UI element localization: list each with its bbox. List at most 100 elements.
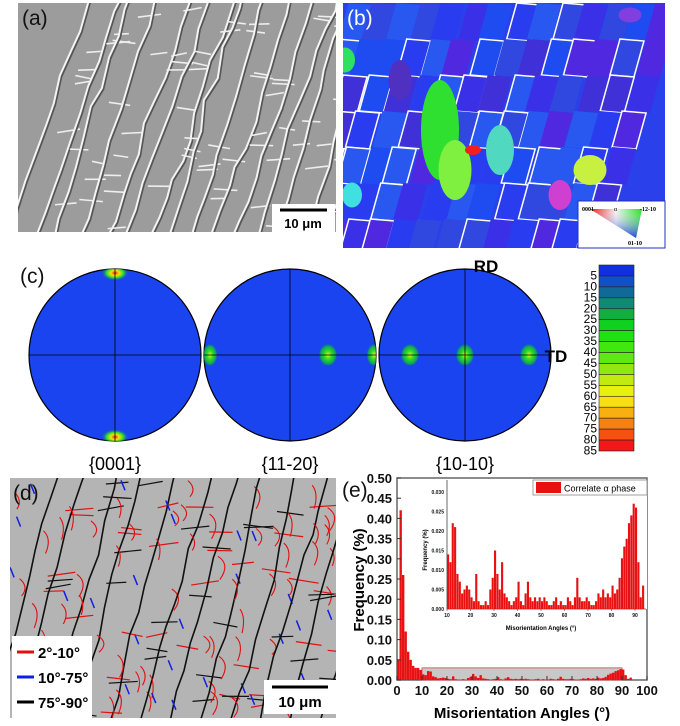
grain-boundary-shadow <box>234 3 315 232</box>
histogram-bar <box>622 669 625 680</box>
low-angle-boundary <box>115 545 121 567</box>
grain-boundary-shadow <box>55 3 130 232</box>
grain <box>372 111 407 149</box>
low-angle-boundary <box>218 655 226 680</box>
boundary-segment <box>276 510 304 516</box>
mid-angle-boundary <box>202 676 209 688</box>
histogram-bar <box>604 676 607 680</box>
boundary-segment <box>310 595 336 602</box>
grain-boundary <box>292 142 311 147</box>
low-angle-boundary <box>231 697 239 718</box>
histogram-bar <box>559 676 562 680</box>
inset-histogram-bar <box>496 573 499 609</box>
x-tick-label: 30 <box>465 683 479 698</box>
low-angle-boundary <box>117 654 124 678</box>
mid-angle-boundary <box>236 530 242 541</box>
ipf-legend: 0001 α -12-10 01-10 <box>577 200 666 249</box>
colorbar-tick: 50 <box>584 367 598 381</box>
low-angle-boundary <box>208 680 216 704</box>
ipf-corner-12-10: -12-10 <box>640 207 656 213</box>
colorbar-segment <box>598 374 635 386</box>
inset-histogram-bar <box>447 554 450 609</box>
grain-boundary <box>108 3 191 232</box>
histogram-bar <box>424 675 427 680</box>
inset-x-tick-label: 80 <box>609 613 615 619</box>
inset-histogram-bar <box>545 601 548 609</box>
colorbar-segment <box>598 406 635 419</box>
grain <box>602 147 637 185</box>
histogram-bar <box>509 678 512 680</box>
low-angle-boundary <box>43 530 49 554</box>
histogram-bar <box>434 677 437 680</box>
inset-histogram-bar <box>477 601 480 609</box>
histogram-bar <box>582 678 585 680</box>
inset-histogram-bar <box>580 601 584 609</box>
grain-boundary-shadow <box>170 3 244 232</box>
high-angle-boundary <box>170 478 239 718</box>
y-tick-label: 0.45 <box>367 491 392 506</box>
low-angle-boundary <box>108 696 115 718</box>
histogram-bar <box>402 574 405 680</box>
inset-histogram-bar <box>592 605 595 609</box>
boundary-segment <box>97 505 124 512</box>
mid-angle-boundary <box>134 633 140 645</box>
grain <box>636 39 665 77</box>
pole-label-0001: {0001} <box>89 454 141 474</box>
grain-boundary <box>79 198 103 203</box>
boundary-segment <box>319 677 336 681</box>
legend-label: 10°-75° <box>38 670 88 687</box>
histogram-bar <box>614 671 617 680</box>
inset-histogram-bar <box>522 605 525 609</box>
colorbar-segment <box>598 385 635 397</box>
histogram-bar <box>414 667 417 680</box>
grain-boundary-shadow <box>126 3 211 232</box>
panel-a: (a) 10 μm <box>18 3 336 232</box>
inset-histogram-bar <box>627 523 631 609</box>
grain <box>548 180 572 210</box>
grain-boundary-shadow <box>152 3 237 232</box>
histogram-bar <box>589 678 592 680</box>
colorbar-tick: 10 <box>584 279 598 293</box>
histogram-bar <box>397 659 400 680</box>
grain-boundary <box>258 3 336 232</box>
low-angle-boundary <box>115 689 122 715</box>
inset-x-tick-label: 90 <box>632 613 638 619</box>
colorbar-segment <box>598 319 635 331</box>
histogram-bar <box>412 665 415 680</box>
colorbar-segment <box>598 275 635 288</box>
colorbar-tick: 85 <box>584 444 598 458</box>
boundary-segment <box>117 531 142 536</box>
y-tick-label: 0.40 <box>367 511 392 526</box>
inset-histogram-bar <box>529 597 532 609</box>
histogram-bar <box>482 678 485 680</box>
colorbar-tick: 35 <box>584 334 598 348</box>
inset-histogram-bar <box>639 597 642 609</box>
low-angle-boundary <box>324 524 331 545</box>
inset-histogram-bar <box>583 601 586 609</box>
grain <box>486 125 514 175</box>
low-angle-boundary <box>311 541 319 566</box>
histogram-bar <box>492 679 495 680</box>
low-angle-boundary <box>140 665 146 686</box>
grain-boundary <box>69 148 89 151</box>
inset-histogram-bar <box>623 546 626 609</box>
inset-histogram-bar <box>632 503 635 609</box>
inset-histogram-bar <box>618 577 621 609</box>
inset-histogram-bar <box>588 601 591 609</box>
histogram-bar <box>552 679 555 680</box>
inset-histogram-bar <box>630 515 633 609</box>
mid-angle-boundary <box>89 597 96 609</box>
boundary-segment <box>192 698 215 702</box>
grain-boundary <box>150 51 168 56</box>
grain-boundary <box>121 131 144 135</box>
pole-label-11-20: {11-20} <box>262 454 319 474</box>
low-angle-boundary <box>172 510 180 527</box>
histogram-bar <box>512 679 515 680</box>
histogram-bar <box>469 676 472 680</box>
grain <box>361 218 396 248</box>
inset-histogram-bar <box>543 597 546 609</box>
grain-boundary-shadow <box>306 130 336 232</box>
mid-angle-boundary <box>171 699 177 711</box>
histogram-bar <box>479 675 482 680</box>
